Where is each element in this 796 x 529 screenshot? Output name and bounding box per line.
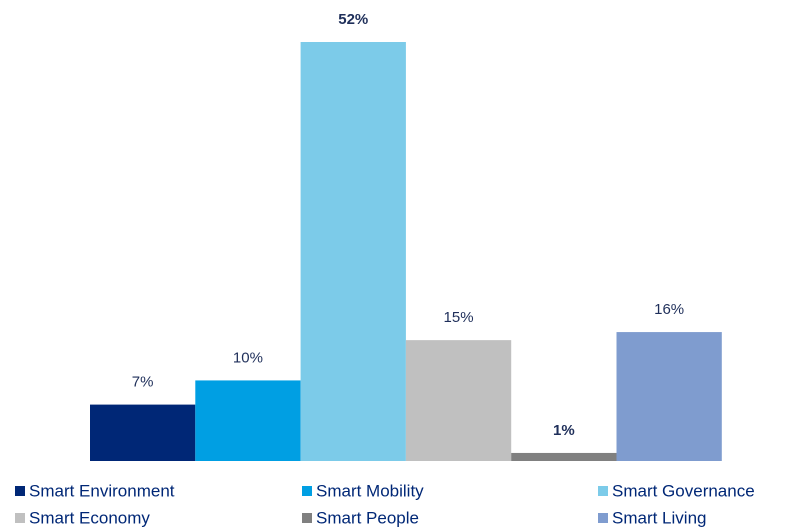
legend-swatch: [302, 513, 312, 523]
bar: [90, 404, 196, 461]
legend-label: Smart Living: [612, 508, 706, 527]
legend-label: Smart Governance: [612, 481, 755, 500]
bar: [616, 332, 722, 461]
legend-label: Smart Mobility: [316, 481, 424, 500]
legend-swatch: [15, 513, 25, 523]
legend-label: Smart Economy: [29, 508, 150, 527]
bar: [300, 42, 406, 461]
legend-label: Smart People: [316, 508, 419, 527]
data-label: 10%: [233, 349, 263, 366]
legend-swatch: [598, 513, 608, 523]
legend-label: Smart Environment: [29, 481, 175, 500]
bar: [195, 380, 301, 461]
data-label: 16%: [654, 301, 684, 318]
legend-swatch: [302, 486, 312, 496]
legend-swatch: [15, 486, 25, 496]
data-label: 7%: [132, 374, 154, 391]
bar: [511, 452, 617, 461]
legend-swatch: [598, 486, 608, 496]
data-label: 1%: [553, 422, 575, 439]
bar: [405, 340, 512, 461]
data-label: 15%: [444, 309, 474, 326]
data-label: 52%: [338, 11, 368, 28]
